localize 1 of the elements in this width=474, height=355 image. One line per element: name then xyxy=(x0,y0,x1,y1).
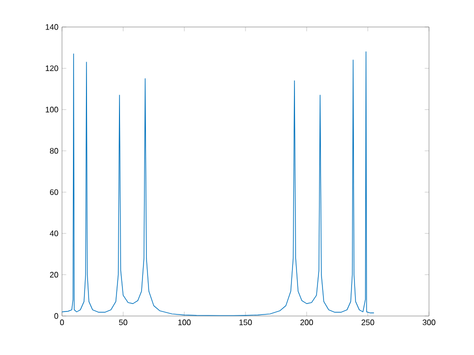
line-series xyxy=(62,51,374,316)
